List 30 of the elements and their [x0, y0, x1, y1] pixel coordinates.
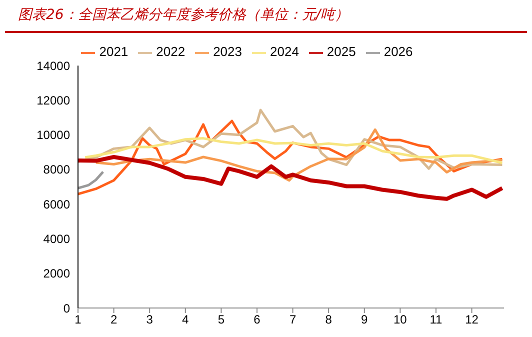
legend-label: 2024 — [270, 44, 299, 59]
x-tick-label: 6 — [254, 312, 261, 327]
y-tick-label: 14000 — [36, 58, 70, 73]
y-tick-label: 0 — [63, 301, 70, 316]
legend-label: 2021 — [99, 44, 128, 59]
y-tick-label: 10000 — [36, 128, 70, 142]
x-tick-label: 3 — [146, 312, 154, 327]
x-tick-label: 9 — [361, 312, 368, 327]
legend-label: 2023 — [213, 44, 242, 59]
legend-label: 2026 — [384, 44, 413, 59]
x-tick-label: 8 — [325, 312, 332, 327]
x-tick-label: 11 — [430, 312, 443, 327]
y-tick-label: 2000 — [43, 266, 70, 281]
x-tick-label: 4 — [182, 312, 190, 327]
line-series — [78, 154, 504, 201]
x-tick-label: 12 — [465, 312, 479, 327]
y-tick-label: 12000 — [36, 93, 70, 108]
x-tick-label: 10 — [394, 312, 408, 327]
x-tick-label: 7 — [289, 312, 296, 327]
y-tick-label: 4000 — [43, 232, 70, 246]
x-tick-label: 1 — [74, 312, 82, 327]
legend-label: 2025 — [326, 44, 356, 59]
y-tick-label: 8000 — [43, 162, 70, 177]
legend-label: 2022 — [156, 44, 186, 59]
line-series — [78, 170, 104, 190]
line-series — [84, 137, 504, 164]
chart-title: 图表26：全国苯乙烯分年度参考价格（单位：元/吨） — [18, 6, 349, 24]
x-tick-label: 2 — [110, 312, 118, 327]
y-tick-label: 6000 — [43, 197, 70, 212]
x-tick-label: 5 — [218, 312, 225, 327]
